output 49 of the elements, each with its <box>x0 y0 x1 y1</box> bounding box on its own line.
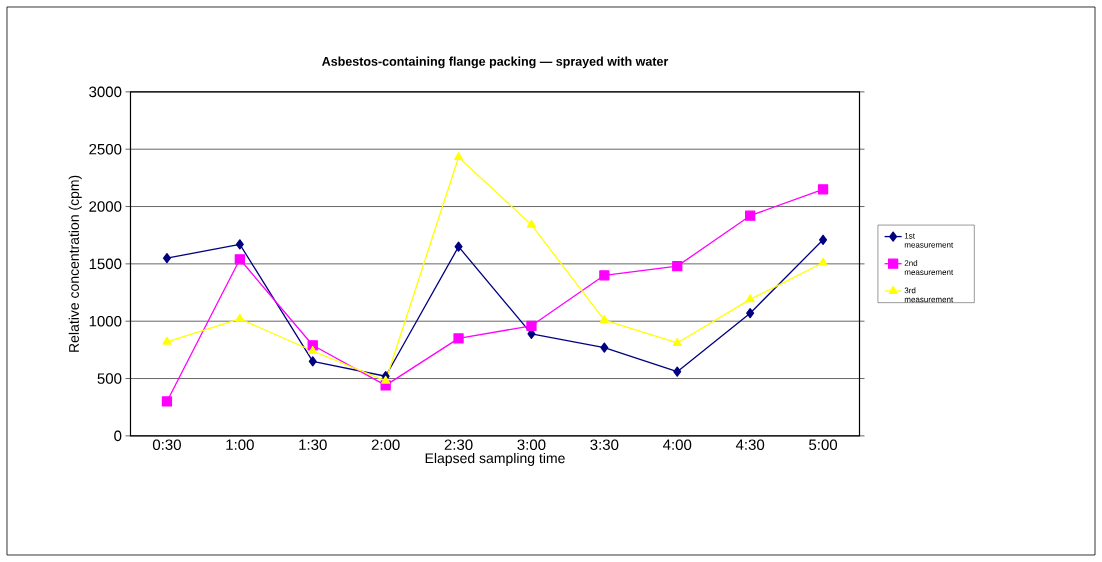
point <box>746 308 755 319</box>
legend-label: 2nd measurement <box>904 260 954 275</box>
point <box>308 345 318 354</box>
y-tick-label: 2500 <box>89 143 122 155</box>
x-tick-label: 4:30 <box>735 439 765 451</box>
point <box>819 234 828 245</box>
x-tick-label: 1:00 <box>226 439 254 451</box>
point <box>454 152 464 161</box>
x-tick-label: 3:00 <box>517 439 546 451</box>
point <box>600 342 609 353</box>
chart-title: Asbestos-containing flange packing — sprayed with water <box>322 56 669 69</box>
point <box>818 257 828 266</box>
point <box>161 396 173 407</box>
legend-label: 1st measurement <box>904 233 954 248</box>
point <box>673 366 682 377</box>
x-tick-label: 2:00 <box>371 439 400 451</box>
x-tick-label: 2:30 <box>444 439 473 451</box>
y-tick-label: 3000 <box>89 86 122 98</box>
y-tick-label: 500 <box>97 373 122 384</box>
y-tick-label: 1500 <box>89 258 122 270</box>
point <box>162 336 172 345</box>
x-tick-label: 3:30 <box>590 439 619 451</box>
point <box>599 314 609 323</box>
point <box>817 184 829 195</box>
point <box>453 333 464 344</box>
point <box>526 219 536 228</box>
y-axis-title: Relative concentration (cpm) <box>68 175 82 352</box>
point <box>745 210 756 221</box>
y-tick-label: 1000 <box>89 315 122 327</box>
point <box>672 337 682 346</box>
point <box>308 356 317 367</box>
x-axis-title: Elapsed sampling time <box>425 452 565 466</box>
y-tick-label: 2000 <box>89 201 122 212</box>
point <box>745 294 755 303</box>
legend-label: 3rd measurement <box>904 287 954 303</box>
point <box>599 270 610 281</box>
x-tick-label: 5:00 <box>809 439 838 451</box>
x-tick-label: 4:00 <box>663 439 692 451</box>
point <box>235 239 244 250</box>
point <box>235 313 245 322</box>
y-tick-label: 0 <box>114 430 122 442</box>
point <box>381 375 391 384</box>
point <box>672 261 683 272</box>
x-tick-label: 0:30 <box>152 439 181 451</box>
point <box>454 241 463 252</box>
point <box>526 320 537 331</box>
x-tick-label: 1:30 <box>299 439 327 451</box>
point <box>234 254 245 265</box>
point <box>162 252 171 264</box>
